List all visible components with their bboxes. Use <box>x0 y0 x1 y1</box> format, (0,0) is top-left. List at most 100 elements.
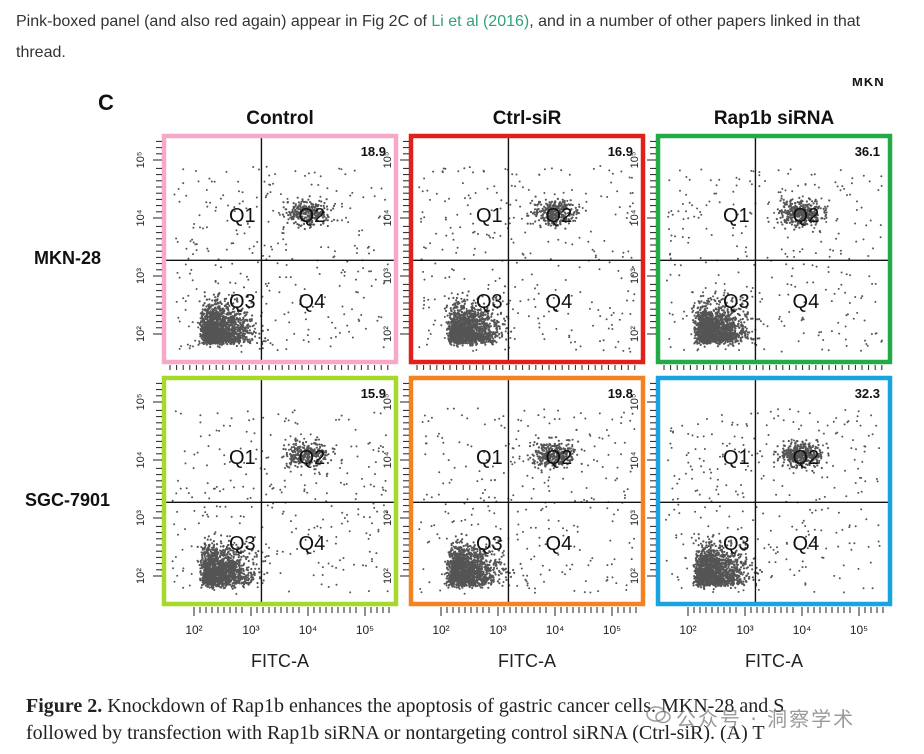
y-tick-label: 10⁴ <box>629 209 641 226</box>
y-tick-label: 10⁵ <box>629 394 641 411</box>
y-tick-label: 10⁵ <box>135 152 147 169</box>
quadrant-label-q4: Q4 <box>793 291 820 313</box>
x-axis: 10² 10³ 10⁴ 10⁵ <box>432 607 637 637</box>
y-tick-label: 10³ <box>382 510 394 526</box>
y-tick-label: 10² <box>629 568 641 584</box>
intro-text-before: Pink-boxed panel (and also red again) ap… <box>16 13 432 30</box>
x-tick-label: 10³ <box>489 623 506 637</box>
y-axis: 10² 10³ 10⁴ 10⁵ <box>629 140 656 342</box>
x-tick-label: 10³ <box>736 623 753 637</box>
quadrant-label-q2: Q2 <box>546 205 573 227</box>
x-axis-minor <box>416 365 636 370</box>
scatter-panel-mkn-28-2: Q1 Q2 Q3 Q4 16.9 10² 10³ 10⁴ 10⁵ <box>382 133 646 370</box>
y-tick-label: 10³ <box>135 510 147 526</box>
scatter-panel-sgc-7901-1: Q1 Q2 Q3 Q4 15.9 10² 10³ 10⁴ 10⁵ 10² 10³ 10⁴ 10⁵ <box>135 375 399 637</box>
y-tick-label: 10⁵ <box>382 394 394 411</box>
q2-percentage: 36.1 <box>855 144 880 159</box>
quadrant-label-q4: Q4 <box>793 533 820 555</box>
x-axis-title-1: FITC-A <box>251 651 309 671</box>
highlight-box-blue <box>655 375 893 607</box>
quadrant-label-q3: Q3 <box>229 533 256 555</box>
column-title-control: Control <box>246 108 314 129</box>
quadrant-label-q3: Q3 <box>476 533 503 555</box>
x-tick-label: 10⁴ <box>299 623 318 637</box>
y-tick-label: 10² <box>135 568 147 584</box>
y-tick-label: 10⁴ <box>629 451 641 468</box>
y-axis: 10² 10³ 10⁴ 10⁵ <box>135 382 162 584</box>
x-tick-label: 10⁴ <box>546 623 565 637</box>
highlight-box-green <box>655 133 893 365</box>
scatter-points <box>418 407 636 595</box>
y-tick-label: 10² <box>629 326 641 342</box>
quadrant-label-q4: Q4 <box>299 291 326 313</box>
panel-letter: C <box>98 90 114 115</box>
x-tick-label: 10³ <box>242 623 259 637</box>
plot-area <box>164 378 396 604</box>
intro-text-after: , and in a number of other papers linked… <box>16 13 861 61</box>
quadrant-label-q1: Q1 <box>723 447 750 469</box>
figure-caption: Figure 2. Knockdown of Rap1b enhances th… <box>26 693 924 747</box>
citation-link[interactable]: Li et al (2016) <box>431 13 530 30</box>
row-label-sgc7901: SGC-7901 <box>25 490 111 510</box>
column-title-ctrl-sir: Ctrl-siR <box>492 108 562 129</box>
quadrant-label-q3: Q3 <box>229 291 256 313</box>
x-tick-label: 10⁴ <box>793 623 812 637</box>
row-label-mkn28: MKN-28 <box>34 248 102 268</box>
q2-percentage: 18.9 <box>361 144 386 159</box>
quadrant-label-q2: Q2 <box>793 205 820 227</box>
q2-percentage: 32.3 <box>855 386 880 401</box>
y-axis: 10² 10³ 10⁴ 10⁵ <box>382 382 409 584</box>
x-axis-minor <box>663 365 883 370</box>
cropped-label: MKN <box>852 78 885 88</box>
y-tick-label: 10³ <box>135 268 147 284</box>
scatter-points <box>665 408 881 594</box>
x-tick-label: 10⁵ <box>356 623 374 637</box>
y-tick-label: 10³ <box>629 268 641 284</box>
scatter-points <box>418 165 636 353</box>
y-axis: 10² 10³ 10⁴ 10⁵ <box>629 382 656 584</box>
column-title-rap1b-sirna: Rap1b siRNA <box>713 108 835 129</box>
x-tick-label: 10² <box>185 623 202 637</box>
highlight-box-lime <box>161 375 399 607</box>
y-tick-label: 10⁴ <box>135 451 147 468</box>
scatter-points <box>173 165 389 353</box>
wechat-icon <box>646 706 671 724</box>
quadrant-label-q3: Q3 <box>723 533 750 555</box>
y-tick-label: 10⁵ <box>629 152 641 169</box>
x-axis-title-3: FITC-A <box>745 651 803 671</box>
scatter-points <box>171 409 389 595</box>
y-tick-label: 10⁵ <box>135 394 147 411</box>
x-axis: 10² 10³ 10⁴ 10⁵ <box>679 607 884 637</box>
x-axis-minor <box>169 365 389 370</box>
y-axis: 10² 10³ 10⁴ 10⁵ <box>382 140 409 342</box>
x-tick-label: 10⁵ <box>850 623 868 637</box>
highlight-box-pink <box>161 133 399 365</box>
quadrant-label-q3: Q3 <box>723 291 750 313</box>
highlight-box-orange <box>408 375 646 607</box>
scatter-panel-sgc-7901-3: Q1 Q2 Q3 Q4 32.3 10² 10³ 10⁴ 10⁵ 10² 10³ 10⁴ 10⁵ <box>629 375 893 637</box>
quadrant-label-q1: Q1 <box>229 205 256 227</box>
quadrant-label-q2: Q2 <box>793 447 820 469</box>
scatter-panel-sgc-7901-2: Q1 Q2 Q3 Q4 19.8 10² 10³ 10⁴ 10⁵ 10² 10³ 10⁴ 10⁵ <box>382 375 646 637</box>
y-tick-label: 10² <box>382 568 394 584</box>
y-tick-label: 10³ <box>629 510 641 526</box>
quadrant-label-q2: Q2 <box>546 447 573 469</box>
y-axis: 10² 10³ 10⁴ 10⁵ <box>135 140 162 342</box>
y-tick-label: 10⁴ <box>135 209 147 226</box>
caption-line-1-text: Knockdown of Rap1b enhances the apoptosi… <box>102 695 785 717</box>
quadrant-label-q1: Q1 <box>229 447 256 469</box>
quadrant-label-q3: Q3 <box>476 291 503 313</box>
caption-line-2: followed by transfection with Rap1b siRN… <box>26 722 765 744</box>
quadrant-label-q1: Q1 <box>476 447 503 469</box>
plot-area <box>658 378 890 604</box>
y-tick-label: 10² <box>382 326 394 342</box>
x-axis-title-2: FITC-A <box>498 651 556 671</box>
y-tick-label: 10³ <box>382 268 394 284</box>
quadrant-label-q2: Q2 <box>299 205 326 227</box>
quadrant-label-q1: Q1 <box>723 205 750 227</box>
y-tick-label: 10⁴ <box>382 209 394 226</box>
quadrant-label-q4: Q4 <box>299 533 326 555</box>
q2-percentage: 15.9 <box>361 386 386 401</box>
scatter-points <box>666 168 883 353</box>
